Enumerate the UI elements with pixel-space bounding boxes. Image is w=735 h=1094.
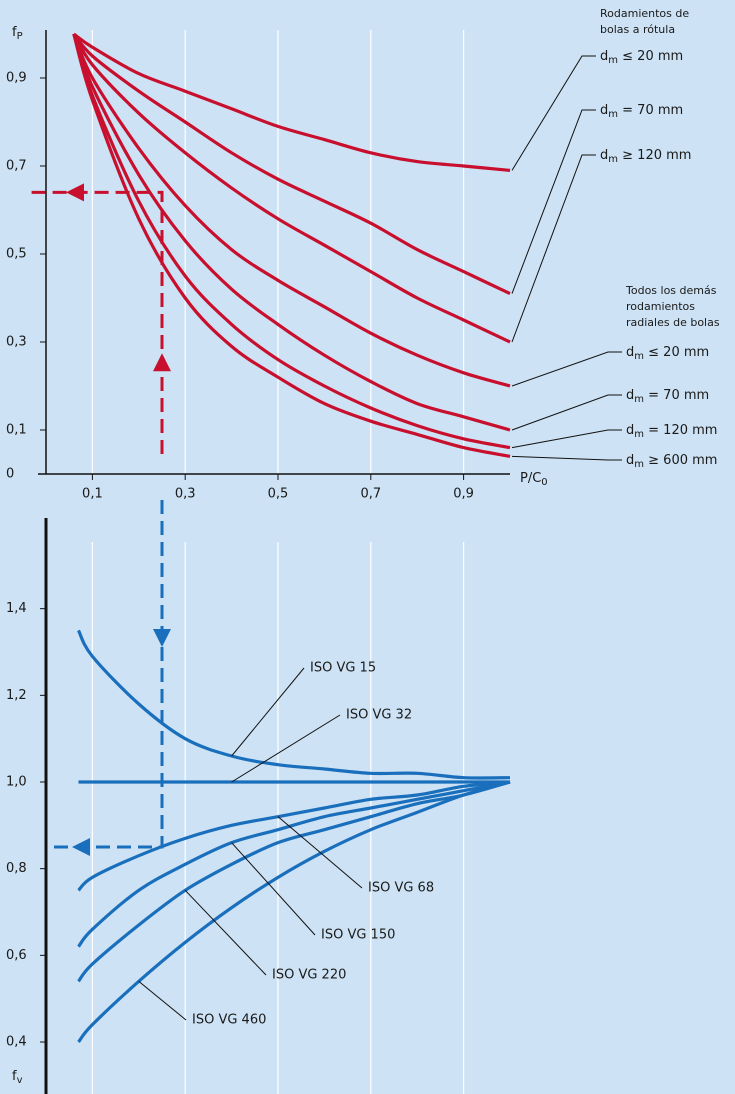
legend-label-rest: ≥ 120 mm xyxy=(618,148,691,163)
y-tick-label: 1,4 xyxy=(6,601,27,616)
leader-line xyxy=(184,889,267,976)
group-heading: Rodamientos de xyxy=(600,7,689,20)
legend-label-rest: ≤ 20 mm xyxy=(644,345,709,360)
legend-label-rest: = 70 mm xyxy=(644,388,709,403)
legend-label: dm ≤ 20 mm xyxy=(626,345,709,363)
x-axis-label-sub: 0 xyxy=(541,477,547,488)
example-arrow xyxy=(72,838,90,856)
legend-label: dm ≤ 20 mm xyxy=(600,49,683,67)
y-tick-label: 0,1 xyxy=(6,423,27,438)
legend-label: dm = 120 mm xyxy=(626,423,717,441)
legend-label: dm ≥ 600 mm xyxy=(626,453,717,471)
legend-label: dm = 70 mm xyxy=(600,103,683,121)
legend-label-main: d xyxy=(600,103,608,118)
legend-label-rest: = 120 mm xyxy=(644,423,717,438)
group-heading: bolas a rótula xyxy=(600,23,675,36)
leader-line xyxy=(277,816,363,889)
legend-label-sub: m xyxy=(608,154,618,165)
legend-label-main: d xyxy=(600,148,608,163)
leader-line xyxy=(511,55,596,171)
series-line xyxy=(72,32,511,172)
legend-label: ISO VG 460 xyxy=(192,1013,266,1028)
series-line xyxy=(72,33,511,432)
y-axis-label-main: f xyxy=(12,25,17,40)
legend-label: ISO VG 220 xyxy=(272,968,346,983)
legend-label: ISO VG 150 xyxy=(321,928,395,943)
series-line xyxy=(77,629,511,780)
x-tick-label: 0,1 xyxy=(82,487,103,502)
y-axis-label-main: f xyxy=(12,1069,17,1084)
y-tick-label: 0 xyxy=(6,467,14,482)
series-line xyxy=(72,33,511,458)
y-tick-label: 0,3 xyxy=(6,335,27,350)
legend-label: ISO VG 32 xyxy=(346,708,412,723)
series-line xyxy=(72,33,511,344)
x-axis-label: P/C0 xyxy=(520,471,548,489)
legend-label-rest: ≤ 20 mm xyxy=(618,49,683,64)
legend-label: dm ≥ 120 mm xyxy=(600,148,691,166)
y-axis-label: fP xyxy=(12,25,23,43)
legend-label-rest: = 70 mm xyxy=(618,103,683,118)
y-axis-label-sub: v xyxy=(17,1075,23,1086)
leader-line xyxy=(511,109,596,294)
y-tick-label: 0,8 xyxy=(6,861,27,876)
leader-line xyxy=(511,154,596,343)
series-line xyxy=(77,780,511,983)
series-line xyxy=(72,33,511,388)
leader-line xyxy=(231,842,316,936)
x-tick-label: 0,9 xyxy=(453,487,474,502)
legend-label: ISO VG 68 xyxy=(368,881,434,896)
legend-label: dm = 70 mm xyxy=(626,388,709,406)
series-line xyxy=(72,33,511,450)
series-line xyxy=(72,32,511,296)
example-arrow xyxy=(66,183,84,202)
series-line xyxy=(77,780,511,948)
x-tick-label: 0,3 xyxy=(175,487,196,502)
series-line xyxy=(77,780,511,1044)
x-axis-label-main: P/C xyxy=(520,471,541,486)
legend-label-sub: m xyxy=(608,109,618,120)
example-arrow xyxy=(153,353,171,372)
y-tick-label: 1,0 xyxy=(6,775,27,790)
group-heading: radiales de bolas xyxy=(626,316,720,329)
y-tick-label: 1,2 xyxy=(6,688,27,703)
leader-line xyxy=(511,351,622,387)
example-arrow xyxy=(153,629,171,647)
leader-line xyxy=(511,455,622,461)
legend-label-sub: m xyxy=(634,459,644,470)
y-tick-label: 0,9 xyxy=(6,71,27,86)
legend-label-sub: m xyxy=(608,55,618,66)
leader-line xyxy=(231,714,341,783)
legend-label-main: d xyxy=(626,345,634,360)
legend-label-rest: ≥ 600 mm xyxy=(644,453,717,468)
legend-label-sub: m xyxy=(634,394,644,405)
legend-label-sub: m xyxy=(634,351,644,362)
leader-line xyxy=(511,429,622,449)
legend-label: ISO VG 15 xyxy=(310,661,376,676)
legend-label-main: d xyxy=(600,49,608,64)
legend-label-sub: m xyxy=(634,429,644,440)
leader-line xyxy=(138,980,187,1021)
legend-label-main: d xyxy=(626,423,634,438)
legend-label-main: d xyxy=(626,388,634,403)
y-tick-label: 0,7 xyxy=(6,159,27,174)
y-tick-label: 0,6 xyxy=(6,948,27,963)
y-axis-label: fv xyxy=(12,1069,23,1087)
y-axis-label-sub: P xyxy=(17,31,23,42)
legend-label-main: d xyxy=(626,453,634,468)
leader-line xyxy=(231,667,305,757)
y-tick-label: 0,4 xyxy=(6,1035,27,1050)
group-heading: rodamientos xyxy=(626,300,695,313)
y-tick-label: 0,5 xyxy=(6,247,27,262)
leader-line xyxy=(511,394,622,431)
x-tick-label: 0,5 xyxy=(268,487,289,502)
x-tick-label: 0,7 xyxy=(360,487,381,502)
group-heading: Todos los demás xyxy=(625,284,717,297)
